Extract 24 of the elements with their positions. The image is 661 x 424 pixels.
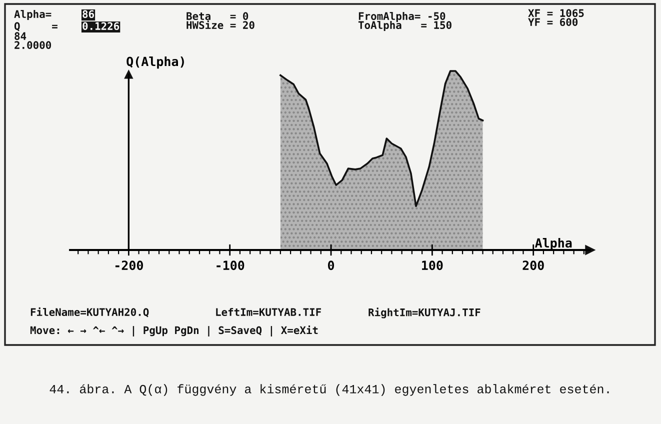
text: FileName=KUTYAH20.Q xyxy=(30,307,149,318)
text: 44. ábra. A Q(α) függvény a kisméretű (41x41) egyenletes ablakméret esetén. xyxy=(50,384,609,396)
text: 2.0000 xyxy=(14,41,52,50)
x-tick-label: -100 xyxy=(216,260,244,270)
x-tick-label: 200 xyxy=(522,260,544,270)
x-axis-title: Alpha xyxy=(534,238,572,250)
text: Alpha= xyxy=(14,10,52,20)
text: Q = xyxy=(14,22,58,32)
text: Move: ← → ^← ^→ | PgUp PgDn | S=SaveQ | X=eXit xyxy=(30,326,318,336)
text: 0.1226 xyxy=(82,22,120,30)
x-tick-label: 0 xyxy=(328,260,334,270)
text: 86 xyxy=(82,10,94,18)
x-tick-label: 100 xyxy=(422,260,443,270)
text: Beta = 0 xyxy=(186,12,248,20)
text: HWSize = 20 xyxy=(186,20,254,30)
text: LeftIm=KUTYAB.TIF xyxy=(216,308,321,316)
text: XF = 1065 xyxy=(528,9,584,18)
y-axis-title: Q(Alpha) xyxy=(126,56,184,69)
text: ToAlpha = 150 xyxy=(358,20,452,32)
text: 84 xyxy=(14,32,26,40)
text: FromAlpha= -50 xyxy=(358,12,446,22)
x-tick-label: -200 xyxy=(115,260,143,270)
text: YF = 600 xyxy=(528,18,578,26)
text: RightIm=KUTYAJ.TIF xyxy=(368,308,480,318)
